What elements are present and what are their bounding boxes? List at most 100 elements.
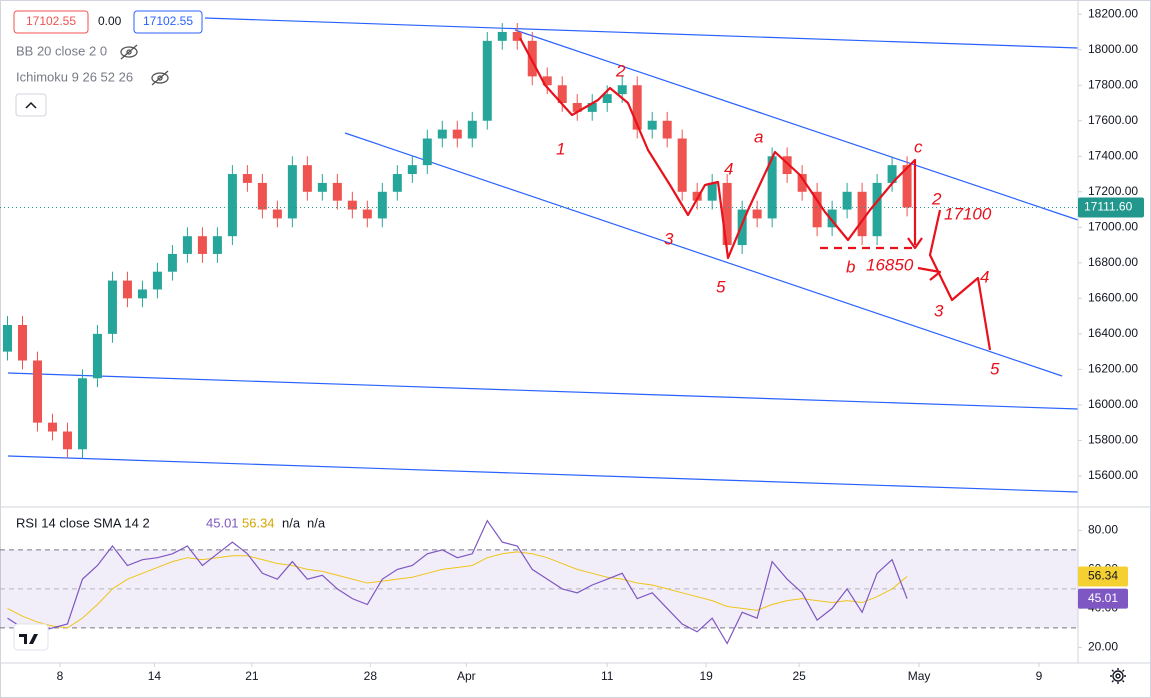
y-tick-label: 18200.00 — [1088, 6, 1138, 20]
candle-body — [182, 236, 192, 254]
candle-body — [512, 31, 522, 41]
axes: 15600.00 15800.00 16000.00 16200.00 16400.00… — [57, 6, 1144, 683]
x-tick-label: Apr — [457, 669, 476, 683]
candle-body — [587, 102, 597, 112]
x-tick-label: 14 — [148, 669, 162, 683]
annotation: 1 — [556, 139, 565, 158]
hide-icon[interactable] — [151, 70, 169, 86]
candle-body — [677, 138, 687, 192]
legend-price-alt: 17102.55 — [143, 14, 193, 28]
y-tick-label: 17800.00 — [1088, 77, 1138, 91]
candle-body — [782, 156, 792, 175]
annotation: b — [846, 257, 855, 276]
chevron — [25, 101, 37, 109]
hide-icon[interactable] — [120, 44, 138, 60]
indicator-label[interactable]: Ichimoku 9 26 52 26 — [16, 69, 133, 84]
settings-icon[interactable] — [1110, 668, 1126, 684]
candle-body — [662, 120, 672, 139]
x-tick-label: 28 — [364, 669, 378, 683]
candle-body — [227, 174, 237, 237]
candle-body — [197, 236, 207, 254]
indicator-badge — [1078, 588, 1128, 609]
candle-body — [302, 165, 312, 192]
indicator-label[interactable]: BB 20 close 2 0 — [16, 43, 107, 58]
y-tick-label: 17400.00 — [1088, 148, 1138, 162]
candle-body — [692, 191, 702, 201]
candle-body — [887, 165, 897, 183]
logo — [13, 623, 49, 651]
candle-body — [212, 236, 222, 254]
indicator-badge-label: 45.01 — [1088, 591, 1118, 605]
arrow-head — [907, 237, 923, 250]
hand-drawing — [519, 37, 992, 351]
y-tick-label: 18000.00 — [1088, 42, 1138, 56]
candle-body — [812, 191, 822, 228]
trend-line — [204, 17, 1079, 49]
candle-body — [722, 182, 732, 246]
arrow — [917, 266, 942, 281]
candle-body — [707, 182, 717, 201]
wave-path — [519, 37, 917, 260]
trend-line — [7, 455, 1079, 493]
candle-body — [437, 129, 447, 139]
candle-body — [317, 182, 327, 192]
candle-body — [362, 209, 372, 219]
candle-body — [602, 94, 612, 103]
rsi-line — [7, 519, 908, 645]
candle-body — [422, 138, 432, 166]
candle-body — [167, 253, 177, 272]
y-tick-label: 17600.00 — [1088, 113, 1138, 127]
trend-lines — [7, 17, 1079, 493]
collapse-button[interactable] — [15, 93, 47, 117]
sma-line — [7, 551, 908, 629]
x-tick-label: May — [908, 669, 931, 683]
candle-body — [647, 120, 657, 130]
y-tick-label: 17000.00 — [1088, 219, 1138, 233]
candle-body — [542, 76, 552, 86]
trend-line — [344, 132, 1063, 377]
candle-body — [92, 333, 102, 379]
annotation: 2 — [615, 61, 626, 80]
rsi-title: RSI 14 close SMA 14 2 — [16, 515, 150, 530]
price-box — [13, 10, 89, 34]
rsi-value: 45.01 — [206, 515, 239, 530]
annotation: 2 — [931, 189, 942, 208]
candle-body — [242, 174, 252, 183]
annotation: c — [914, 137, 923, 156]
candle-body — [152, 271, 162, 290]
candle-body — [257, 182, 267, 210]
candle-body — [332, 182, 342, 201]
y-tick-label: 16000.00 — [1088, 397, 1138, 411]
candle-body — [287, 165, 297, 219]
sma-value: 56.34 — [242, 515, 275, 530]
x-tick-label: 21 — [245, 669, 259, 683]
y-tick-label: 15600.00 — [1088, 468, 1138, 482]
last-price-label: 17111.60 — [1084, 200, 1133, 214]
y-tick-label: 16400.00 — [1088, 326, 1138, 340]
candle-body — [17, 324, 27, 361]
annotation: 4 — [724, 159, 733, 178]
candle-body — [107, 280, 117, 334]
candles — [0, 23, 1078, 459]
candle-body — [872, 182, 882, 237]
candle-body — [62, 431, 72, 450]
last-price-badge — [1078, 197, 1144, 218]
x-tick-label: 9 — [1036, 669, 1043, 683]
annotation: 5 — [990, 359, 1000, 378]
indicator-badge — [1078, 566, 1128, 587]
legend-change: 0.00 — [98, 14, 122, 28]
na-label: n/a — [282, 515, 301, 530]
rsi-y-tick-label: 80.00 — [1088, 523, 1118, 537]
candle-body — [2, 324, 12, 352]
candle-body — [797, 174, 807, 192]
annotation: 16850 — [866, 255, 914, 274]
trend-line — [514, 29, 1079, 221]
candle-body — [77, 378, 87, 450]
candle-body — [497, 31, 507, 41]
rsi-band-fill — [0, 549, 1078, 628]
annotation: 3 — [664, 229, 674, 248]
candle-body — [842, 191, 852, 210]
